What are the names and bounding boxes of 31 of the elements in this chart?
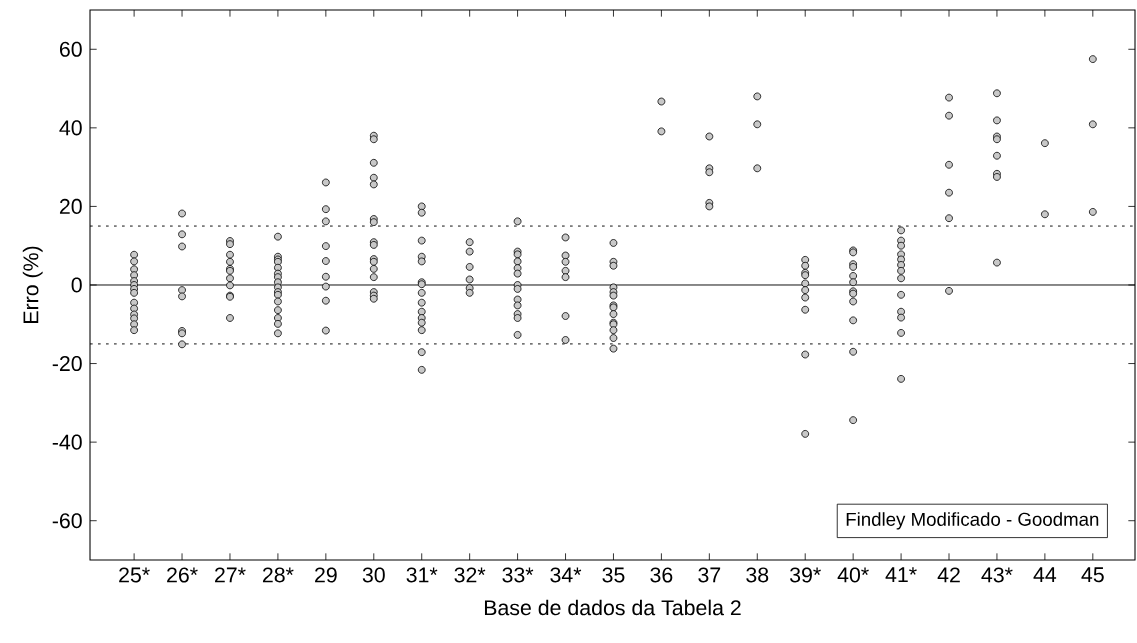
x-tick-label: 36 bbox=[650, 567, 673, 583]
y-tick-label: 60 bbox=[59, 41, 82, 57]
x-tick-label: 25* bbox=[119, 567, 150, 583]
x-tick-label: 39* bbox=[790, 567, 821, 583]
x-tick-label: 42 bbox=[937, 567, 960, 583]
x-tick-label: 33* bbox=[502, 567, 534, 583]
x-tick-label: 45 bbox=[1081, 567, 1104, 583]
x-tick-label: 43* bbox=[981, 567, 1013, 583]
x-tick-label: 34* bbox=[550, 567, 582, 583]
x-tick-label: 28* bbox=[262, 567, 294, 583]
y-tick-label: 0 bbox=[71, 277, 82, 293]
x-tick-label: 30 bbox=[362, 567, 385, 583]
y-tick-label: 40 bbox=[59, 120, 82, 136]
y-tick-label: 20 bbox=[59, 199, 82, 215]
x-tick-label: 29 bbox=[315, 567, 337, 583]
y-tick-label: -60 bbox=[52, 513, 82, 529]
x-tick-label: 38 bbox=[746, 567, 769, 583]
x-tick-label: 27* bbox=[215, 567, 246, 583]
x-tick-label: 40* bbox=[837, 567, 869, 583]
x-tick-label: 31* bbox=[406, 567, 438, 583]
x-tick-label: 44 bbox=[1033, 567, 1057, 583]
y-tick-label: -40 bbox=[52, 434, 82, 450]
x-axis-title: Base de dados da Tabela 2 bbox=[484, 599, 741, 616]
y-axis-title: Erro (%) bbox=[22, 246, 43, 324]
x-tick-label: 41* bbox=[885, 567, 917, 583]
x-tick-label: 35 bbox=[602, 567, 625, 583]
x-tick-label: 37 bbox=[698, 567, 721, 583]
x-tick-label: 26* bbox=[167, 567, 198, 583]
annotation: Findley Modificado - Goodman bbox=[846, 512, 1099, 530]
y-tick-label: -20 bbox=[52, 356, 82, 372]
x-tick-label: 32* bbox=[454, 567, 486, 583]
